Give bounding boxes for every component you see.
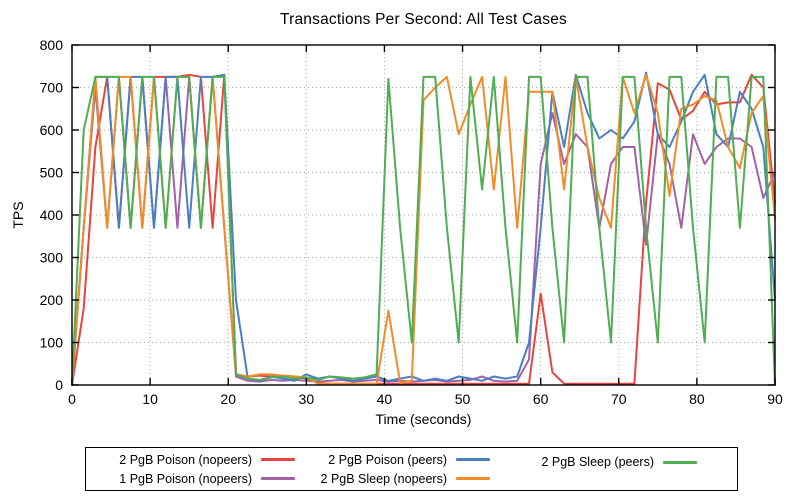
x-axis-label: Time (seconds) — [375, 411, 472, 427]
legend-label: 2 PgB Poison (nopeers) — [119, 452, 252, 467]
y-tick-label: 500 — [40, 165, 64, 181]
x-tick-label: 20 — [220, 391, 236, 407]
x-tick-label: 40 — [377, 391, 393, 407]
legend-label: 2 PgB Sleep (peers) — [541, 455, 654, 469]
x-tick-label: 50 — [455, 391, 471, 407]
y-tick-label: 300 — [40, 250, 64, 266]
x-tick-label: 0 — [68, 391, 76, 407]
legend-line-swatch — [456, 458, 490, 461]
legend-label: 2 PgB Poison (peers) — [328, 452, 447, 467]
series-line — [71, 73, 776, 386]
y-tick-label: 400 — [40, 207, 64, 223]
y-tick-label: 100 — [40, 335, 64, 351]
legend-line-swatch — [261, 477, 295, 480]
legend-label: 1 PgB Poison (nopeers) — [119, 471, 252, 486]
legend-entry: 2 PgB Poison (peers) — [328, 452, 490, 468]
y-tick-label: 600 — [40, 122, 64, 138]
legend-label: 2 PgB Sleep (nopeers) — [320, 471, 447, 486]
series-line — [71, 73, 776, 386]
legend-line-swatch — [456, 477, 490, 480]
legend-column: 2 PgB Sleep (peers) — [520, 448, 737, 490]
legend-line-swatch — [261, 458, 295, 461]
x-tick-label: 30 — [299, 391, 315, 407]
legend-entry: 2 PgB Sleep (peers) — [541, 454, 697, 470]
legend-entry: 1 PgB Poison (nopeers) — [119, 471, 295, 487]
y-tick-label: 700 — [40, 80, 64, 96]
legend-entry: 2 PgB Sleep (nopeers) — [321, 471, 490, 487]
chart-title: Transactions Per Second: All Test Cases — [280, 11, 567, 28]
x-tick-label: 60 — [533, 391, 549, 407]
legend-column: 2 PgB Poison (peers) 2 PgB Sleep (nopeers… — [303, 448, 520, 490]
series-line — [71, 75, 776, 386]
legend-entry: 2 PgB Poison (nopeers) — [119, 452, 295, 468]
x-tick-label: 10 — [142, 391, 158, 407]
legend-line-swatch — [663, 460, 697, 464]
x-tick-label: 80 — [689, 391, 705, 407]
series-line — [71, 71, 776, 386]
y-tick-label: 800 — [40, 37, 64, 53]
legend-column: 2 PgB Poison (nopeers) 1 PgB Poison (nope… — [86, 448, 303, 490]
y-tick-label: 200 — [40, 292, 64, 308]
x-tick-label: 70 — [611, 391, 627, 407]
legend-box: 2 PgB Poison (nopeers) 1 PgB Poison (nope… — [85, 447, 738, 491]
y-tick-label: 0 — [55, 377, 63, 393]
x-tick-label: 90 — [767, 391, 783, 407]
